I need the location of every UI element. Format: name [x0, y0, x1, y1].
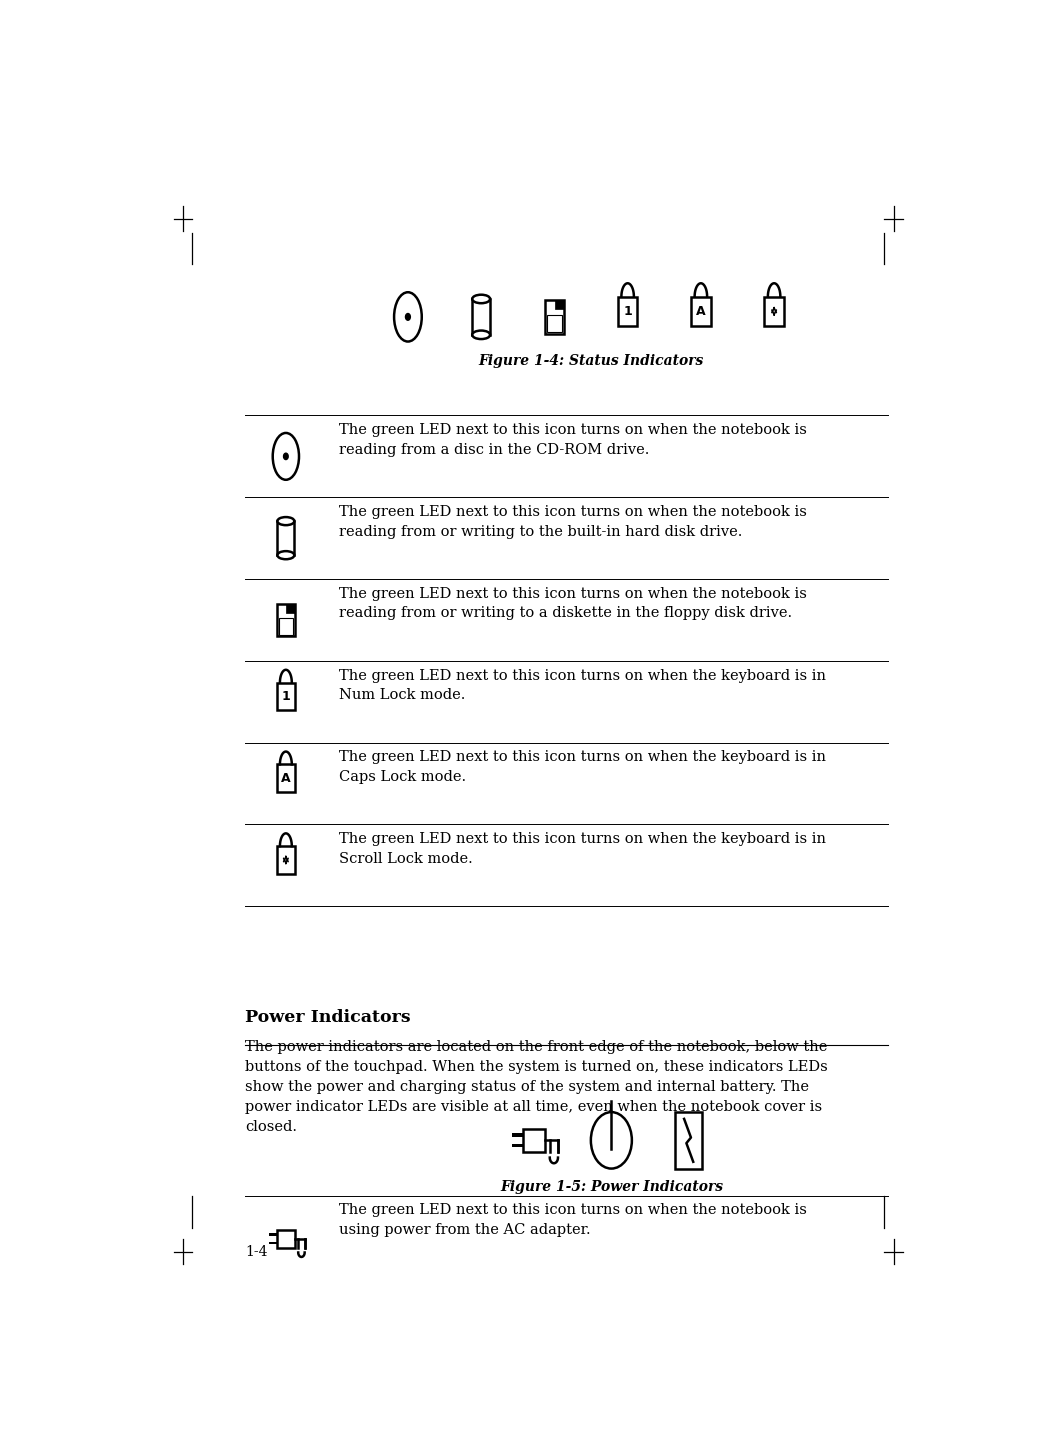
Bar: [547, 314, 562, 332]
Bar: [523, 1129, 545, 1152]
Text: The green LED next to this icon turns on when the notebook is
reading from a dis: The green LED next to this icon turns on…: [339, 423, 806, 457]
Bar: [269, 1241, 277, 1244]
Ellipse shape: [472, 295, 490, 303]
Text: A: A: [281, 771, 291, 784]
Bar: [512, 1144, 523, 1148]
Ellipse shape: [472, 330, 490, 339]
Bar: [276, 847, 295, 874]
Bar: [675, 1112, 702, 1168]
Bar: [269, 1234, 277, 1237]
Bar: [764, 297, 784, 326]
Bar: [545, 300, 564, 333]
Text: The power indicators are located on the front edge of the notebook, below the
bu: The power indicators are located on the …: [246, 1039, 827, 1133]
Bar: [278, 618, 293, 634]
Text: A: A: [696, 304, 706, 317]
Bar: [512, 1133, 523, 1136]
Text: Power Indicators: Power Indicators: [246, 1010, 411, 1026]
Bar: [287, 604, 295, 613]
Text: The green LED next to this icon turns on when the keyboard is in
Caps Lock mode.: The green LED next to this icon turns on…: [339, 751, 825, 784]
Bar: [554, 300, 564, 310]
Text: 1: 1: [281, 690, 290, 703]
Text: The green LED next to this icon turns on when the notebook is
reading from or wr: The green LED next to this icon turns on…: [339, 505, 806, 538]
Bar: [691, 297, 711, 326]
Text: The green LED next to this icon turns on when the notebook is
reading from or wr: The green LED next to this icon turns on…: [339, 586, 806, 620]
Bar: [276, 764, 295, 792]
Bar: [276, 604, 295, 636]
Bar: [277, 1229, 295, 1248]
Bar: [472, 298, 490, 335]
Circle shape: [405, 313, 411, 320]
Bar: [277, 521, 294, 556]
Text: 1: 1: [624, 304, 632, 317]
Ellipse shape: [277, 551, 294, 559]
Text: The green LED next to this icon turns on when the notebook is
using power from t: The green LED next to this icon turns on…: [339, 1203, 806, 1237]
Text: 1-4: 1-4: [246, 1245, 268, 1260]
Bar: [276, 682, 295, 710]
Text: The green LED next to this icon turns on when the keyboard is in
Scroll Lock mod: The green LED next to this icon turns on…: [339, 832, 825, 866]
Text: The green LED next to this icon turns on when the keyboard is in
Num Lock mode.: The green LED next to this icon turns on…: [339, 669, 825, 703]
Bar: [617, 297, 637, 326]
Ellipse shape: [277, 517, 294, 525]
Text: Figure 1-5: Power Indicators: Figure 1-5: Power Indicators: [500, 1180, 722, 1193]
Circle shape: [284, 453, 288, 460]
Text: Figure 1-4: Status Indicators: Figure 1-4: Status Indicators: [479, 354, 704, 368]
